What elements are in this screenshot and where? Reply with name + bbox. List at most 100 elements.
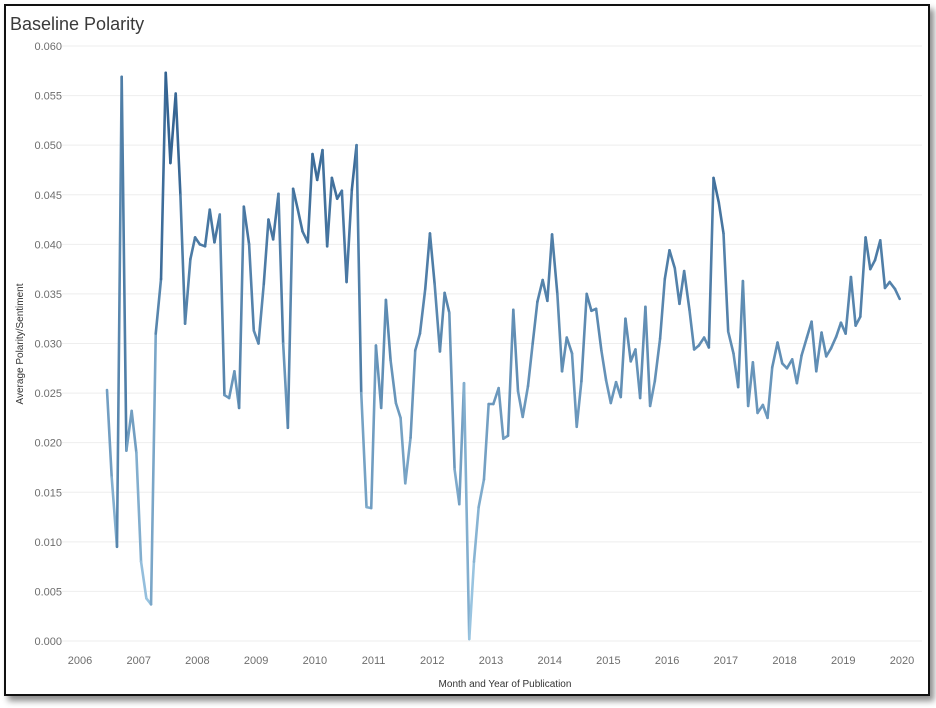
x-tick-label: 2011 (362, 655, 386, 667)
line-segment (389, 359, 398, 405)
line-segment (149, 332, 158, 606)
y-tick-label: 0.060 (34, 41, 62, 53)
line-segment (384, 298, 392, 362)
line-segment (619, 317, 627, 399)
line-segment (340, 189, 348, 284)
line-segment (277, 192, 285, 345)
line-segment (164, 71, 172, 165)
y-tick-label: 0.050 (34, 140, 62, 152)
x-tick-label: 2010 (303, 655, 327, 667)
line-segment (741, 279, 750, 408)
x-tick-label: 2013 (479, 655, 503, 667)
line-segment (795, 354, 803, 385)
line-segment (521, 384, 530, 419)
line-segment (820, 331, 828, 358)
line-segment (355, 143, 363, 395)
y-tick-label: 0.040 (34, 239, 62, 251)
line-segment (399, 416, 407, 485)
line-segment (203, 208, 212, 248)
line-segment (359, 391, 368, 509)
line-segment (746, 361, 755, 408)
line-segment (580, 292, 589, 383)
y-tick-label: 0.030 (34, 339, 62, 351)
line-segment (403, 436, 412, 485)
line-segment (183, 257, 192, 325)
line-segment (717, 201, 725, 235)
line-segment (423, 232, 432, 291)
line-segment (678, 269, 686, 306)
line-segment (736, 279, 745, 389)
x-tick-label: 2006 (68, 655, 92, 667)
line-segment (413, 332, 422, 352)
line-segment (120, 75, 128, 452)
x-axis-title: Month and Year of Publication (439, 679, 572, 690)
line-segment (810, 320, 818, 373)
line-segment (864, 236, 872, 271)
line-segment (311, 152, 319, 182)
line-segment (648, 379, 657, 408)
line-segment (550, 233, 559, 296)
line-segment (345, 188, 354, 284)
line-segment (247, 243, 256, 332)
line-segment (115, 75, 123, 549)
line-segment (609, 380, 618, 405)
line-segment (257, 282, 266, 345)
line-segment (536, 278, 544, 304)
line-segment (218, 213, 226, 397)
line-segment (726, 330, 735, 355)
line-segment (448, 311, 456, 471)
line-segment (556, 292, 564, 373)
x-tick-labels: 2006 2007 2008 2009 2010 2011 2012 2013 2014 2015… (68, 655, 914, 667)
line-segment (849, 275, 857, 327)
line-segment (428, 232, 436, 286)
line-segment (409, 349, 417, 440)
line-segment (125, 409, 133, 452)
line-segment (854, 315, 862, 327)
line-segment (888, 280, 897, 291)
x-tick-label: 2015 (596, 655, 620, 667)
line-segment (697, 336, 706, 347)
chart-title: Baseline Polarity (10, 14, 145, 34)
line-segment (546, 233, 554, 303)
line-segment (644, 305, 652, 408)
line-segment (179, 193, 187, 325)
line-segment (531, 300, 539, 345)
line-segment (130, 409, 138, 454)
line-segment (688, 308, 696, 351)
line-segment (575, 379, 583, 429)
line-segment (829, 335, 838, 350)
y-tick-label: 0.025 (34, 388, 62, 400)
series-line (105, 71, 901, 641)
line-segment (296, 208, 304, 233)
line-segment (604, 378, 613, 405)
line-segment (472, 505, 480, 563)
line-segment (237, 205, 246, 410)
line-segment (139, 560, 148, 600)
line-segment (834, 321, 843, 338)
line-segment (766, 365, 774, 420)
line-segment (824, 347, 833, 358)
line-segment (673, 266, 681, 306)
line-segment (208, 208, 216, 244)
line-segment (174, 92, 182, 197)
x-tick-label: 2014 (537, 655, 561, 667)
line-segment (770, 341, 779, 369)
y-tick-label: 0.020 (34, 438, 62, 450)
line-segment (565, 336, 574, 355)
line-segment (154, 277, 163, 335)
line-segment (653, 337, 662, 383)
line-segment (105, 388, 114, 479)
line-segment (624, 317, 633, 363)
x-tick-label: 2007 (126, 655, 150, 667)
line-segment (600, 349, 608, 382)
line-segment (512, 308, 520, 393)
line-segment (868, 258, 877, 271)
line-segment (159, 71, 168, 281)
line-segment (682, 269, 691, 312)
line-segment (776, 341, 784, 365)
line-segment (467, 560, 476, 641)
line-segment (893, 287, 901, 301)
line-segment (751, 361, 759, 415)
x-tick-label: 2009 (244, 655, 268, 667)
